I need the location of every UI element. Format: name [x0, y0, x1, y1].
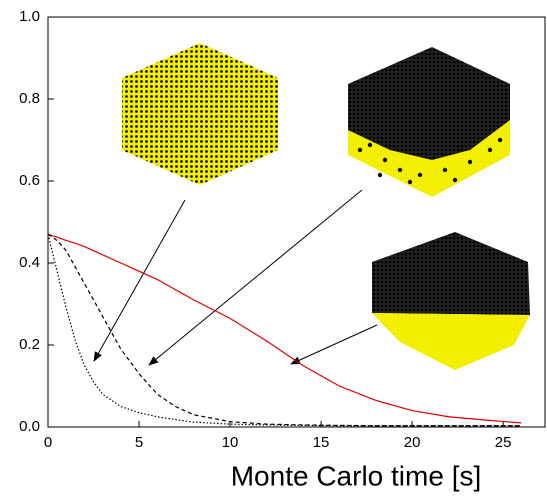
- series-line: [47, 233, 522, 424]
- x-tick-label: 10: [222, 434, 239, 451]
- y-tick-label: 0.2: [19, 336, 40, 353]
- x-axis-label: Monte Carlo time [s]: [231, 460, 482, 491]
- arrows: [93, 189, 378, 366]
- x-tick-label: 15: [313, 434, 330, 451]
- insets: [122, 43, 530, 370]
- inset-segregated: [372, 232, 530, 370]
- inset-mixed: [122, 43, 278, 185]
- x-tick-label: 25: [495, 434, 512, 451]
- series-line: [47, 234, 522, 427]
- inset-segregating: [348, 47, 510, 197]
- y-tick-label: 0.8: [19, 90, 40, 107]
- y-tick-label: 0.0: [19, 418, 40, 435]
- x-tick-label: 0: [44, 434, 52, 451]
- x-tick-label: 5: [135, 434, 143, 451]
- y-tick-label: 0.6: [19, 172, 40, 189]
- plot-frame: [47, 16, 546, 428]
- y-tick-label: 0.4: [19, 254, 40, 271]
- y-tick-label: 1.0: [19, 8, 40, 25]
- x-tick-label: 20: [404, 434, 421, 451]
